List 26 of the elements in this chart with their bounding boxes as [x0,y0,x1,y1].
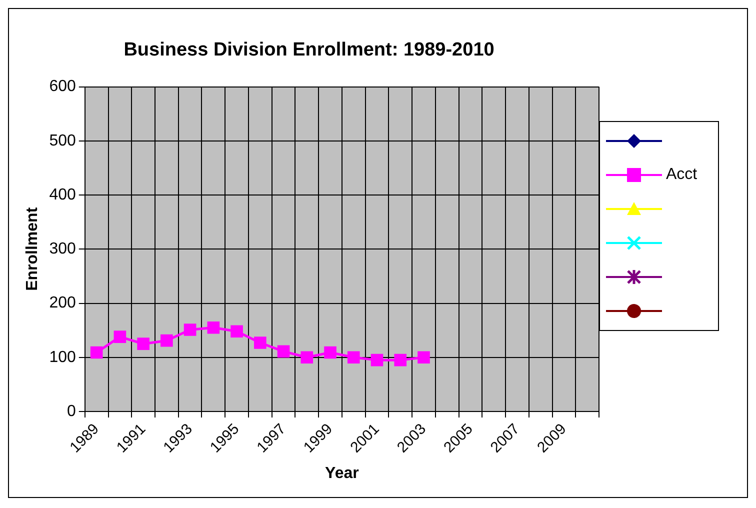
point [394,354,407,366]
point [114,330,126,343]
y-tick-label: 100 [49,348,76,366]
x-axis-title: Year [325,464,359,482]
point [370,354,384,366]
point [207,321,220,334]
point [277,345,290,358]
point [300,351,314,364]
y-tick-label: 0 [66,402,76,420]
legend-label: Acct [666,166,698,184]
y-tick-label: 300 [49,240,76,258]
point [347,351,360,364]
y-tick-label: 400 [49,186,76,204]
y-tick-label: 200 [49,294,76,312]
point [418,351,430,364]
point [254,336,266,349]
point [230,325,243,338]
point [137,338,150,350]
point [184,324,196,336]
point [90,346,103,359]
y-tick-label: 500 [49,132,76,150]
point [160,334,173,347]
chart-title: Business Division Enrollment: 1989-2010 [124,40,494,61]
point [324,346,336,359]
y-axis-title: Enrollment [24,206,42,291]
y-tick-label: 600 [49,78,76,96]
